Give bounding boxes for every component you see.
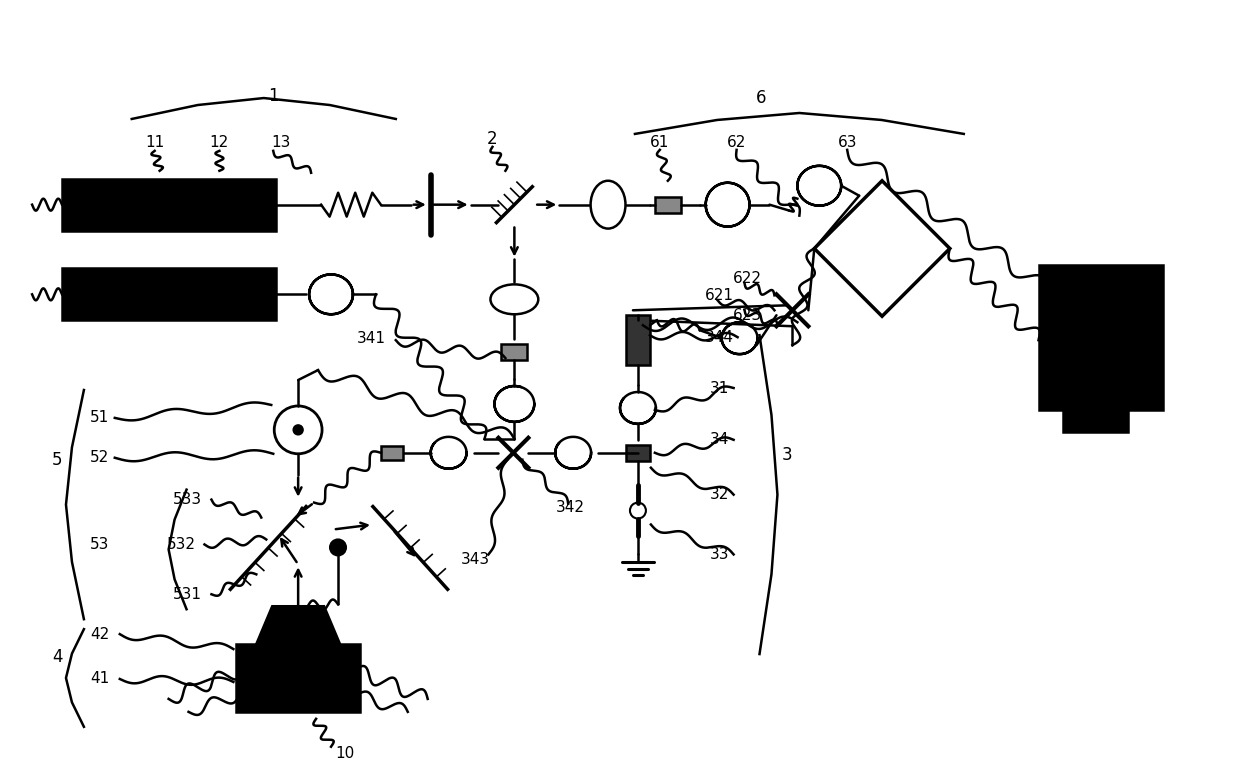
Text: 623: 623 (733, 308, 763, 323)
Bar (626, 316, 650, 365)
Text: 31: 31 (711, 380, 729, 395)
Text: 531: 531 (174, 587, 202, 602)
Bar (626, 445, 650, 461)
Ellipse shape (491, 284, 538, 314)
Text: 532: 532 (167, 537, 196, 552)
Text: 533: 533 (174, 492, 202, 507)
Text: 11: 11 (145, 135, 164, 151)
Text: 33: 33 (709, 547, 729, 562)
Text: 344: 344 (706, 330, 734, 344)
Bar (62, 269, 277, 320)
Text: 10: 10 (335, 746, 355, 761)
Text: 621: 621 (706, 288, 734, 303)
Bar (62, 179, 277, 230)
Text: 42: 42 (91, 626, 109, 642)
Text: 32: 32 (711, 487, 729, 502)
Bar (655, 197, 681, 212)
Bar (381, 446, 403, 460)
Bar (1064, 410, 1128, 432)
Text: 12: 12 (210, 135, 229, 151)
Text: 13: 13 (272, 135, 291, 151)
Ellipse shape (590, 180, 625, 229)
Text: 5: 5 (52, 451, 62, 469)
Text: 341: 341 (356, 330, 386, 346)
Circle shape (293, 425, 303, 435)
Text: 63: 63 (837, 135, 857, 151)
Text: 41: 41 (91, 672, 109, 686)
Text: 62: 62 (727, 135, 746, 151)
Text: 6: 6 (756, 89, 766, 107)
Text: 61: 61 (650, 135, 670, 151)
Text: 622: 622 (733, 271, 763, 286)
Text: 51: 51 (91, 410, 109, 426)
Text: 53: 53 (91, 537, 109, 552)
Bar (1039, 266, 1163, 410)
Polygon shape (257, 606, 340, 644)
Circle shape (330, 540, 346, 555)
Bar (501, 344, 527, 360)
Text: 2: 2 (487, 130, 497, 148)
Text: 52: 52 (91, 451, 109, 465)
Text: 342: 342 (556, 500, 585, 515)
Text: 3: 3 (782, 446, 792, 464)
Text: 1: 1 (268, 87, 279, 105)
Text: 34: 34 (711, 433, 729, 448)
Text: 4: 4 (52, 648, 62, 666)
Bar (237, 644, 360, 711)
Text: 343: 343 (461, 552, 490, 567)
